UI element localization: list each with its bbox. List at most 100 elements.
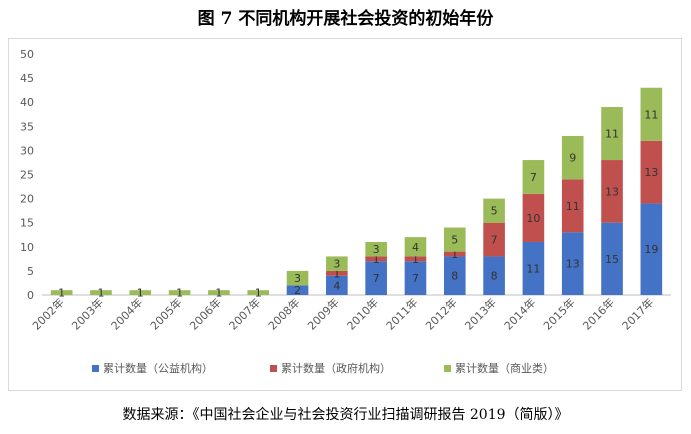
bar-segment: [208, 290, 230, 295]
data-label: 1: [451, 248, 458, 261]
legend-swatch: [270, 365, 277, 372]
legend-label: 累计数量（公益机构）: [103, 361, 213, 375]
data-label: 1: [412, 253, 419, 266]
data-label: 1: [333, 267, 340, 280]
data-label: 3: [373, 243, 380, 256]
x-tick-label: 2005年: [147, 295, 184, 332]
x-tick-label: 2014年: [501, 295, 538, 332]
legend-swatch: [444, 365, 451, 372]
data-label: 7: [373, 272, 380, 285]
data-label: 8: [451, 270, 458, 283]
x-tick-label: 2012年: [422, 295, 459, 332]
y-tick-label: 20: [20, 193, 34, 206]
y-tick-label: 45: [20, 72, 34, 85]
data-label: 15: [605, 253, 619, 266]
data-label: 13: [566, 258, 580, 271]
bar-segment: [483, 222, 505, 257]
y-tick-label: 5: [27, 265, 34, 278]
bar-segment: [443, 251, 466, 257]
data-label: 1: [97, 287, 104, 300]
legend-swatch: [92, 365, 99, 372]
bar-segment: [561, 232, 584, 295]
data-label: 7: [412, 272, 419, 285]
bar-segment: [90, 290, 112, 295]
bar-segment: [326, 270, 348, 276]
data-label: 10: [526, 212, 540, 225]
data-label: 9: [569, 152, 576, 165]
data-label: 1: [137, 287, 144, 300]
bar-segment: [601, 222, 623, 295]
bar-segment: [168, 290, 191, 295]
bar-segment: [522, 193, 545, 242]
x-tick-label: 2004年: [108, 295, 145, 332]
y-tick-label: 50: [20, 48, 34, 61]
data-label: 1: [176, 287, 183, 300]
bar-segment: [286, 285, 309, 295]
x-tick-label: 2016年: [580, 295, 617, 332]
x-tick-label: 2011年: [383, 295, 420, 332]
bar-segment: [483, 256, 505, 295]
data-label: 11: [644, 108, 658, 121]
bar-segment: [365, 261, 387, 295]
bar-segment: [522, 241, 545, 295]
bar-segment: [404, 237, 427, 257]
bar-segment: [247, 290, 270, 295]
data-label: 19: [644, 243, 658, 256]
y-tick-label: 0: [27, 289, 34, 302]
bar-segment: [443, 256, 466, 295]
x-tick-label: 2013年: [462, 295, 499, 332]
y-tick-label: 25: [20, 169, 34, 182]
y-tick-label: 35: [20, 120, 34, 133]
bar-segment: [561, 179, 584, 233]
bar-segment: [50, 290, 73, 295]
bar-segment: [404, 261, 427, 295]
legend-label: 累计数量（商业类）: [455, 361, 554, 375]
data-label: 3: [333, 258, 340, 271]
data-label: 2: [294, 284, 301, 297]
data-label: 8: [491, 270, 498, 283]
data-label: 5: [491, 205, 498, 218]
data-source-note: 数据来源：《中国社会企业与社会投资行业扫描调研报告 2019（简版）》: [122, 407, 569, 423]
x-tick-label: 2015年: [540, 295, 577, 332]
stacked-bar-chart: 0510152025303540455012002年12003年12004年12…: [20, 48, 671, 375]
chart-frame: [8, 38, 682, 391]
bar-segment: [326, 256, 348, 271]
data-label: 5: [451, 234, 458, 247]
bar-segment: [601, 107, 623, 161]
bar-segment: [561, 135, 584, 180]
data-label: 7: [491, 234, 498, 247]
x-tick-label: 2008年: [265, 295, 302, 332]
data-label: 3: [294, 272, 301, 285]
bar-segment: [640, 203, 663, 295]
y-tick-label: 30: [20, 144, 34, 157]
bar-segment: [404, 256, 427, 262]
bar-segment: [640, 87, 663, 141]
data-label: 1: [255, 287, 262, 300]
data-label: 11: [605, 128, 619, 141]
x-tick-label: 2003年: [69, 295, 106, 332]
bar-segment: [326, 275, 348, 295]
bar-segment: [286, 270, 309, 286]
data-label: 4: [333, 279, 340, 292]
data-label: 4: [412, 241, 419, 254]
bar-segment: [483, 198, 505, 223]
data-label: 7: [530, 171, 537, 184]
y-tick-label: 10: [20, 241, 34, 254]
x-tick-label: 2010年: [344, 295, 381, 332]
data-label: 13: [644, 166, 658, 179]
bar-segment: [365, 256, 387, 262]
x-tick-label: 2002年: [29, 295, 66, 332]
bar-segment: [365, 241, 387, 257]
data-label: 13: [605, 185, 619, 198]
x-tick-label: 2006年: [187, 295, 224, 332]
y-tick-label: 40: [20, 96, 34, 109]
y-tick-label: 15: [20, 217, 34, 230]
bar-segment: [443, 227, 466, 252]
data-label: 1: [215, 287, 222, 300]
bar-segment: [640, 140, 663, 204]
data-label: 11: [566, 200, 580, 213]
x-tick-label: 2017年: [619, 295, 656, 332]
chart-title: 图 7 不同机构开展社会投资的初始年份: [197, 9, 494, 29]
bar-segment: [601, 160, 623, 223]
x-tick-label: 2007年: [226, 295, 263, 332]
